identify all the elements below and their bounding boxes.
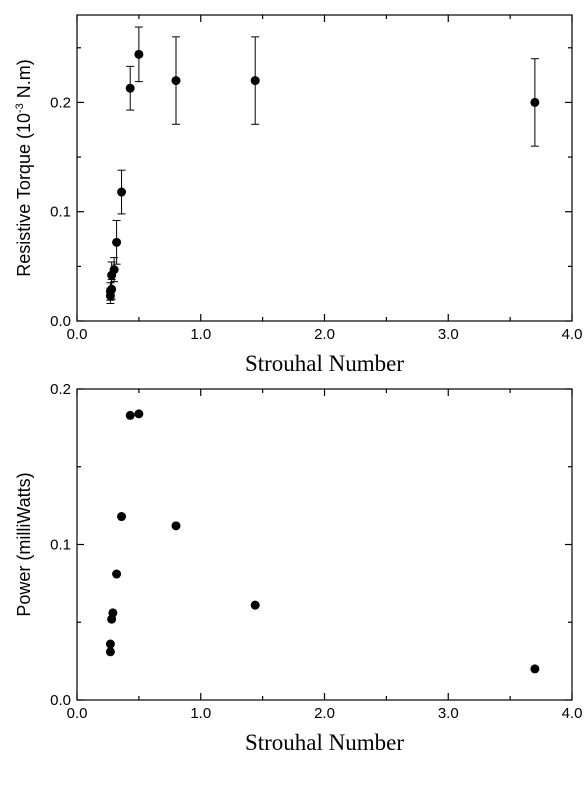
torque-panel: 0.0 1.0 2.0 3.0 4.0 0.0 0.1 0.2 Strouhal Number R… xyxy=(14,14,583,376)
y-tick-label: 0.1 xyxy=(50,204,71,221)
data-point xyxy=(250,76,260,86)
x-tick-label: 1.0 xyxy=(190,326,211,343)
data-point xyxy=(134,409,144,419)
data-point xyxy=(171,521,181,531)
data-point xyxy=(117,187,127,197)
data-point xyxy=(107,284,117,294)
power-panel: 0.0 1.0 2.0 3.0 4.0 0.0 0.1 0.2 Strouhal Number P… xyxy=(14,381,582,755)
plot-frame xyxy=(76,14,573,322)
y-axis-label: Power (milliWatts) xyxy=(14,472,34,616)
data-point xyxy=(112,237,122,247)
plot-frame xyxy=(76,388,573,701)
data-point xyxy=(105,647,115,657)
x-tick-label: 1.0 xyxy=(190,705,211,722)
x-axis-label: Strouhal Number xyxy=(245,730,404,755)
data-point xyxy=(109,265,119,275)
x-tick-label: 2.0 xyxy=(314,705,335,722)
data-point xyxy=(530,97,540,107)
data-point xyxy=(108,608,118,618)
x-tick-label: 0.0 xyxy=(67,705,88,722)
x-tick-label: 2.0 xyxy=(314,326,335,343)
x-axis-label: Strouhal Number xyxy=(245,351,404,376)
data-point xyxy=(105,639,115,649)
y-tick-label: 0.1 xyxy=(50,537,71,554)
y-tick-label: 0.2 xyxy=(50,94,71,111)
x-tick-label: 3.0 xyxy=(438,705,459,722)
y-tick-label: 0.0 xyxy=(50,692,71,709)
y-tick-label: 0.2 xyxy=(50,381,71,398)
data-point xyxy=(112,569,122,579)
data-point xyxy=(125,83,135,93)
x-tick-label: 4.0 xyxy=(562,326,583,343)
data-point xyxy=(530,664,540,674)
y-axis-label: Resistive Torque (10-3 N.m) xyxy=(14,59,34,277)
data-point xyxy=(171,76,181,86)
x-tick-label: 3.0 xyxy=(438,326,459,343)
data-point xyxy=(134,49,144,59)
x-tick-label: 4.0 xyxy=(562,705,583,722)
y-tick-label: 0.0 xyxy=(50,313,71,330)
data-point xyxy=(125,410,135,420)
data-point xyxy=(250,600,260,610)
data-point xyxy=(117,512,127,522)
x-tick-label: 0.0 xyxy=(67,326,88,343)
